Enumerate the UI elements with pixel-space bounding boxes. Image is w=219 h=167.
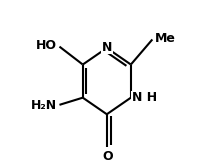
Text: N H: N H [132, 91, 157, 104]
Text: O: O [102, 150, 113, 163]
Text: Me: Me [155, 32, 176, 45]
Text: H₂N: H₂N [31, 99, 57, 112]
Text: N: N [102, 41, 112, 54]
Text: HO: HO [36, 39, 57, 52]
